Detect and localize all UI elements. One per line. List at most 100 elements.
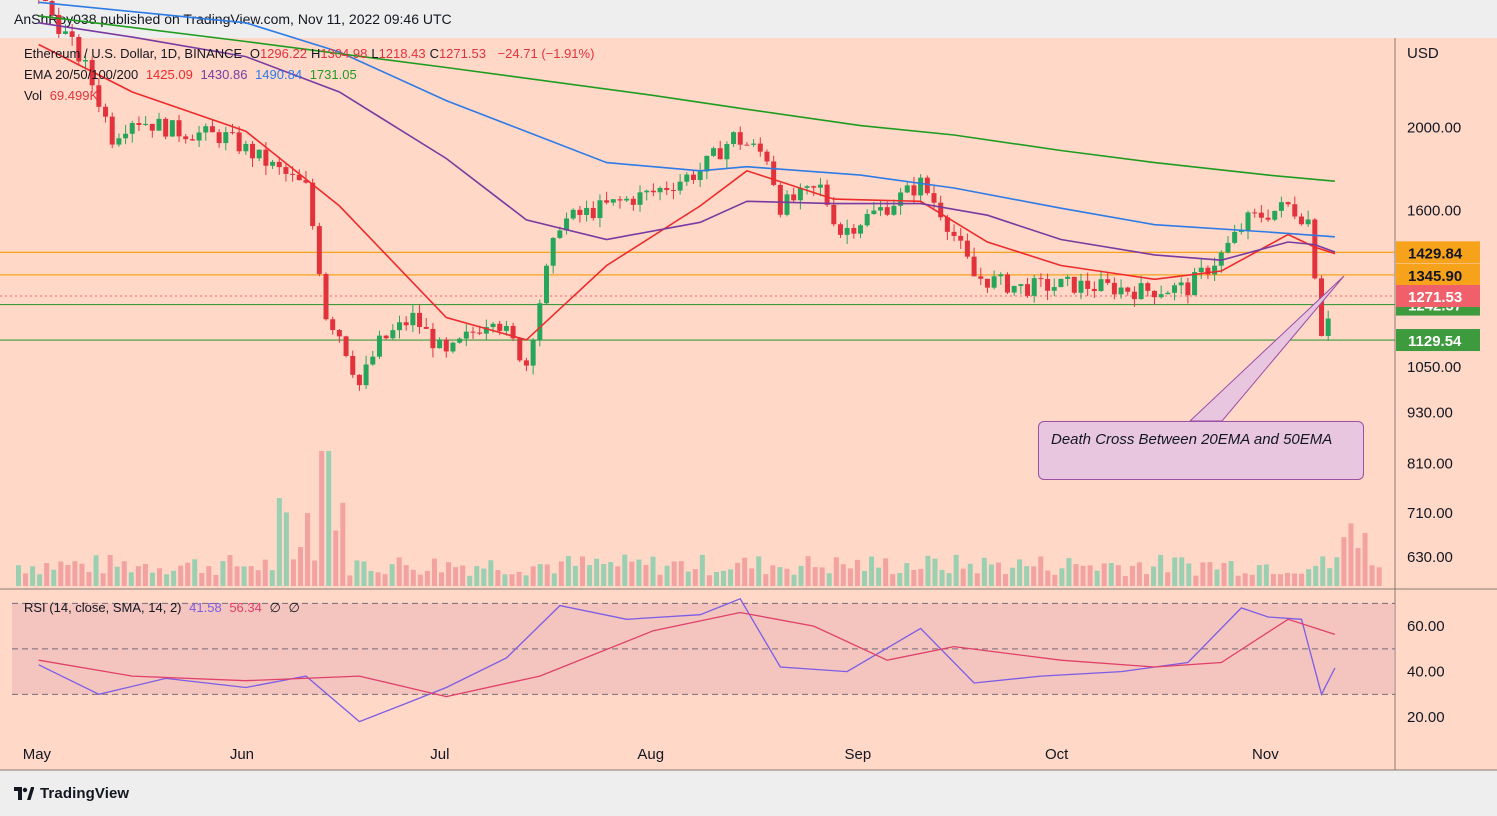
ema-line-ema100 xyxy=(38,1,1335,238)
volume-bar xyxy=(805,556,811,586)
candle-body xyxy=(1298,216,1304,225)
volume-bar xyxy=(1320,556,1326,586)
volume-bar xyxy=(1193,575,1199,586)
candle-body xyxy=(664,187,670,190)
candle-body xyxy=(984,278,990,288)
candle-body xyxy=(116,138,122,145)
candle-body xyxy=(383,335,389,339)
volume-bar xyxy=(319,451,325,586)
volume-bar xyxy=(862,570,867,586)
candle-body xyxy=(831,204,837,225)
volume-bar xyxy=(1158,554,1164,586)
volume-bar xyxy=(1010,567,1016,586)
tradingview-logo[interactable]: TradingView xyxy=(14,785,129,802)
volume-bar xyxy=(213,574,219,586)
candle-body xyxy=(477,332,483,334)
volume-bar xyxy=(1003,574,1008,586)
candle-body xyxy=(1105,279,1111,283)
volume-bar xyxy=(389,564,395,586)
volume-bar xyxy=(1355,547,1361,586)
volume-bar xyxy=(1327,568,1333,586)
candle-body xyxy=(804,186,810,188)
candle-body xyxy=(711,148,717,156)
volume-bar xyxy=(298,547,303,586)
candle-body xyxy=(550,237,556,266)
volume-bar xyxy=(699,554,705,586)
candle-body xyxy=(149,123,155,131)
price-tick-2000.00: 2000.00 xyxy=(1407,119,1461,136)
candle-body xyxy=(290,173,296,175)
vol-label: Vol xyxy=(24,88,43,103)
volume-bar xyxy=(1362,532,1368,586)
volume-bar xyxy=(530,566,536,586)
candle-body xyxy=(143,123,149,125)
volume-bar xyxy=(981,557,987,586)
candle-body xyxy=(1071,276,1077,293)
candle-body xyxy=(771,161,777,185)
volume-bar xyxy=(305,513,311,586)
volume-bar xyxy=(502,574,508,586)
volume-bar xyxy=(608,562,614,586)
candle-body xyxy=(584,207,590,216)
candle-body xyxy=(250,143,256,159)
candle-body xyxy=(1265,217,1271,220)
volume-bar xyxy=(1369,565,1375,586)
candle-body xyxy=(1038,278,1044,280)
candle-body xyxy=(1145,283,1151,291)
volume-bar xyxy=(1277,574,1283,586)
volume-bar xyxy=(826,573,832,586)
volume-bar xyxy=(227,554,233,586)
candle-body xyxy=(417,312,423,327)
candle-body xyxy=(1091,288,1097,292)
volume-bar xyxy=(361,561,367,586)
volume-bar xyxy=(636,559,642,586)
candle-body xyxy=(1151,290,1157,298)
volume-bar xyxy=(467,575,473,586)
death-cross-annotation: Death Cross Between 20EMA and 50EMA xyxy=(1038,421,1364,480)
volume-bar xyxy=(382,574,388,586)
candle-body xyxy=(136,123,142,125)
candle-body xyxy=(89,60,95,86)
volume-bar xyxy=(728,569,734,586)
candle-body xyxy=(1118,287,1124,295)
volume-bar xyxy=(241,566,247,586)
volume-bar xyxy=(622,554,628,586)
volume-bar xyxy=(1249,574,1255,586)
ohlc-values: O1296.22 H1304.98 L1218.43 C1271.53 xyxy=(250,46,490,61)
ohlc-value-h: 1304.98 xyxy=(320,46,368,61)
volume-bar xyxy=(918,568,924,586)
volume-bar xyxy=(869,556,875,586)
candle-body xyxy=(871,210,877,214)
candle-body xyxy=(931,193,937,203)
candle-body xyxy=(1305,219,1311,225)
volume-bar xyxy=(1144,574,1149,586)
x-tick-oct: Oct xyxy=(1045,746,1069,763)
candle-body xyxy=(69,31,75,37)
candle-body xyxy=(497,323,503,331)
volume-bar xyxy=(290,559,296,586)
candle-body xyxy=(944,217,950,232)
candle-body xyxy=(1131,291,1137,300)
ohlc-key-l: L xyxy=(371,46,379,61)
candle-body xyxy=(891,205,897,215)
candle-body xyxy=(911,185,917,196)
volume-bar xyxy=(121,561,127,586)
candle-body xyxy=(96,85,102,107)
tradingview-brand: TradingView xyxy=(40,785,130,802)
volume-bar xyxy=(1285,572,1290,586)
symbol-name: Ethereum / U.S. Dollar, 1D, BINANCE xyxy=(24,46,243,61)
rsi-tick-40.00: 40.00 xyxy=(1407,664,1445,681)
candle-body xyxy=(557,230,563,238)
volume-bar xyxy=(51,569,57,586)
price-tick-710.00: 710.00 xyxy=(1407,505,1453,522)
candle-body xyxy=(1051,287,1057,291)
volume-bar xyxy=(812,567,818,586)
candle-body xyxy=(630,198,636,205)
volume-bar xyxy=(481,568,487,586)
volume-bar xyxy=(847,568,853,586)
volume-bar xyxy=(721,570,726,586)
candle-body xyxy=(1212,265,1218,275)
candle-body xyxy=(1098,279,1104,292)
